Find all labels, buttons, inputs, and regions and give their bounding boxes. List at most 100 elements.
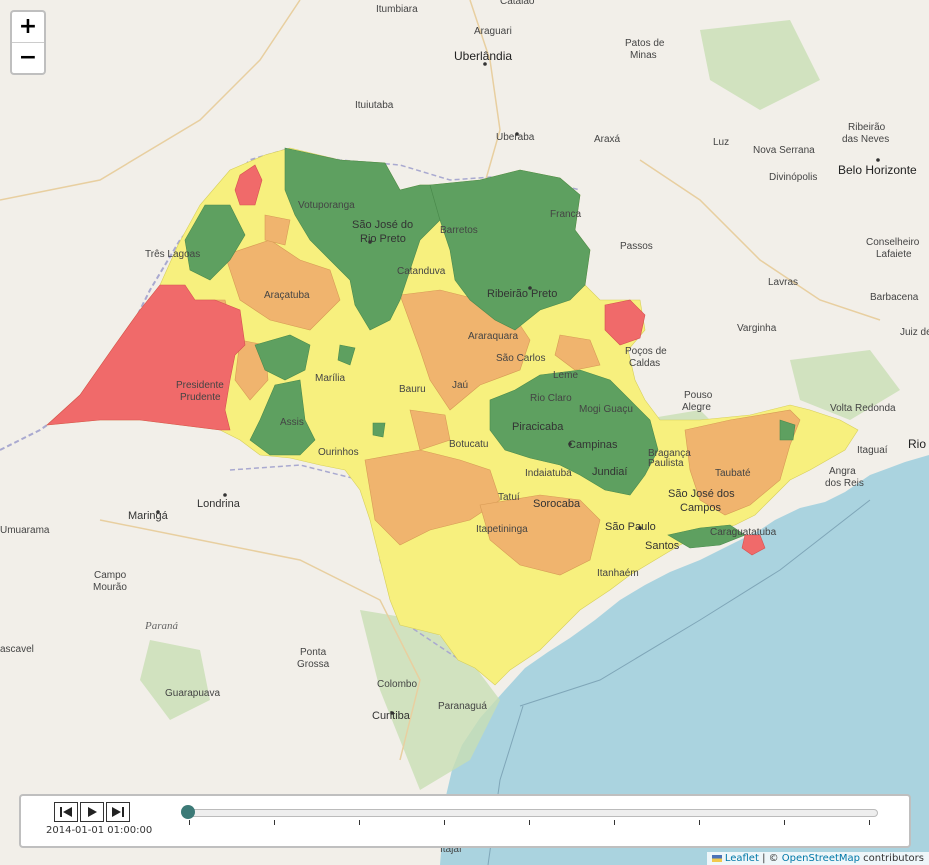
map-label: Lafaiete xyxy=(876,249,912,260)
map-label: Piracicaba xyxy=(512,421,564,433)
map-label: Barbacena xyxy=(870,292,919,303)
map-label: Bragança xyxy=(648,448,691,459)
map-label: Passos xyxy=(620,241,653,252)
map-label: Lavras xyxy=(768,277,798,288)
map-label: Volta Redonda xyxy=(830,403,896,414)
map-label: das Neves xyxy=(842,134,889,145)
map-label: Minas xyxy=(630,50,657,61)
map-label: Ourinhos xyxy=(318,447,359,458)
slider-tick xyxy=(359,820,360,825)
green-regions xyxy=(184,147,796,549)
map-label: Marília xyxy=(315,373,345,384)
map-label: Mourão xyxy=(93,582,127,593)
map-label: Santos xyxy=(645,540,680,552)
map-label: Araçatuba xyxy=(264,290,310,301)
map-label: Ribeirão xyxy=(848,122,886,133)
orange-regions xyxy=(189,214,801,576)
timedimension-control: 2014-01-01 01:00:00 xyxy=(19,794,911,848)
map-label: Catalão xyxy=(500,0,535,7)
map-label: dos Reis xyxy=(825,478,864,489)
map-label: Conselheiro xyxy=(866,237,920,248)
map-label: Ituiutaba xyxy=(355,100,394,111)
map-label: São José dos xyxy=(668,488,735,500)
slider-tick xyxy=(699,820,700,825)
map-label: ascavel xyxy=(0,644,34,655)
map-label: Ribeirão Preto xyxy=(487,288,557,300)
map-label: Campinas xyxy=(568,439,618,451)
map-label: Araxá xyxy=(594,134,621,145)
map-label: Jaú xyxy=(452,380,468,391)
time-slider-knob[interactable] xyxy=(181,805,195,819)
map-label: Itumbiara xyxy=(376,4,418,15)
map-label: Nova Serrana xyxy=(753,145,815,156)
map-label: Caraguatatuba xyxy=(710,527,777,538)
map-label: Alegre xyxy=(682,402,711,413)
map-label: Guarapuava xyxy=(165,688,220,699)
map-label: Uberaba xyxy=(496,132,535,143)
map-label: Maringá xyxy=(128,510,169,522)
map-label: Barretos xyxy=(440,225,478,236)
playback-controls xyxy=(54,802,132,822)
map-label: Luz xyxy=(713,137,729,148)
city-markers xyxy=(156,62,880,715)
slider-tick xyxy=(274,820,275,825)
slider-tick xyxy=(529,820,530,825)
leaflet-link[interactable]: Leaflet xyxy=(724,853,759,864)
map-label: Sorocaba xyxy=(533,498,581,510)
map-label: Patos de xyxy=(625,38,665,49)
slider-tick xyxy=(784,820,785,825)
step-forward-button[interactable] xyxy=(106,802,130,822)
map-label: Rio xyxy=(908,437,926,451)
map-label: Votuporanga xyxy=(298,200,355,211)
map-label: Presidente xyxy=(176,380,224,391)
map-label: Colombo xyxy=(377,679,417,690)
map-label: Umuarama xyxy=(0,525,50,536)
map-label: Mogi Guaçu xyxy=(579,404,633,415)
map-label: Itanhaém xyxy=(597,568,639,579)
zoom-out-button[interactable]: − xyxy=(18,45,38,70)
map-label: Rio Preto xyxy=(360,233,406,245)
map-label: Taubaté xyxy=(715,468,751,479)
map-label: Curitiba xyxy=(372,710,411,722)
map-label: Ponta xyxy=(300,647,327,658)
map-label: Assis xyxy=(280,417,304,428)
map-label: Campos xyxy=(680,502,721,514)
map-label: Pouso xyxy=(684,390,713,401)
map-label: Rio Claro xyxy=(530,393,572,404)
map-label: São José do xyxy=(352,219,413,231)
map-label: Juiz de xyxy=(900,327,929,338)
map-label: Paranaguá xyxy=(438,701,487,712)
map-label: Itapetininga xyxy=(476,524,528,535)
map-label: Araraquara xyxy=(468,331,518,342)
map-label: Itajaí xyxy=(440,844,462,855)
map-label: Indaiatuba xyxy=(525,468,572,479)
play-button[interactable] xyxy=(80,802,104,822)
map-label: Leme xyxy=(553,370,578,381)
slider-tick xyxy=(614,820,615,825)
attribution-separator: | © xyxy=(758,853,782,864)
osm-link[interactable]: OpenStreetMap xyxy=(781,853,860,864)
step-backward-button[interactable] xyxy=(54,802,78,822)
map-label: Botucatu xyxy=(449,439,488,450)
attribution-suffix: contributors xyxy=(860,853,924,864)
map-label: Angra xyxy=(829,466,856,477)
map-label: Tatuí xyxy=(498,492,520,503)
leaflet-flag-icon xyxy=(711,854,722,862)
map-label: Catanduva xyxy=(397,266,446,277)
map-label: Paulista xyxy=(648,458,684,469)
map-label: Prudente xyxy=(180,392,221,403)
zoom-in-button[interactable]: + xyxy=(12,12,44,43)
play-icon xyxy=(88,807,97,817)
map-label: Araguari xyxy=(474,26,512,37)
map-label: Grossa xyxy=(297,659,330,670)
time-slider-track[interactable] xyxy=(186,809,878,817)
map-label: Itaguaí xyxy=(857,445,888,456)
map-label: Belo Horizonte xyxy=(838,163,917,177)
map-label: Poços de xyxy=(625,346,667,357)
map-label: Varginha xyxy=(737,323,777,334)
map-label: Jundiaí xyxy=(592,466,627,478)
map-label: Bauru xyxy=(399,384,426,395)
step-forward-icon xyxy=(112,807,124,817)
